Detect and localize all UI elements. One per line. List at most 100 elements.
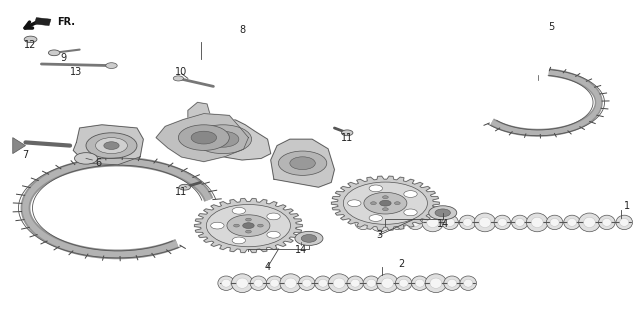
Circle shape [278,151,327,175]
Ellipse shape [463,219,472,226]
Circle shape [380,200,391,206]
Ellipse shape [250,276,267,291]
Ellipse shape [448,279,457,287]
Ellipse shape [411,219,420,226]
Ellipse shape [280,274,301,292]
Circle shape [234,224,240,227]
Ellipse shape [407,215,424,230]
Circle shape [301,235,317,242]
Circle shape [348,200,361,207]
Text: 5: 5 [548,22,554,32]
Polygon shape [73,125,143,165]
Text: 9: 9 [61,52,67,63]
Circle shape [371,202,376,205]
Circle shape [207,131,239,147]
Circle shape [404,191,417,197]
Circle shape [257,224,263,227]
Circle shape [179,184,190,190]
Circle shape [178,125,229,150]
Text: 6: 6 [96,158,102,168]
Ellipse shape [315,276,331,291]
Polygon shape [188,102,210,126]
Circle shape [364,192,407,214]
Circle shape [243,223,254,228]
Circle shape [267,231,280,238]
Text: 12: 12 [24,40,37,50]
Text: 10: 10 [175,67,188,77]
Polygon shape [34,18,51,26]
Ellipse shape [333,278,345,288]
Circle shape [211,222,224,229]
Circle shape [48,50,60,56]
Ellipse shape [531,217,543,228]
Circle shape [245,218,251,221]
Circle shape [227,215,270,236]
Polygon shape [13,138,25,154]
Circle shape [232,207,245,214]
Ellipse shape [564,215,580,230]
Ellipse shape [270,279,279,287]
Circle shape [24,36,37,43]
Ellipse shape [382,278,394,288]
Ellipse shape [376,274,398,292]
Circle shape [75,153,97,164]
Ellipse shape [390,215,406,230]
Text: 1: 1 [624,201,631,212]
Ellipse shape [459,215,476,230]
Circle shape [96,138,127,154]
Ellipse shape [460,276,476,291]
Ellipse shape [222,279,231,287]
Ellipse shape [479,217,491,228]
Polygon shape [156,114,248,162]
Ellipse shape [442,215,459,230]
Ellipse shape [550,219,559,226]
Ellipse shape [599,215,615,230]
Ellipse shape [363,276,380,291]
Ellipse shape [318,279,327,287]
Circle shape [369,185,382,192]
Circle shape [341,130,353,136]
Ellipse shape [494,215,511,230]
Text: 14: 14 [436,219,449,229]
Ellipse shape [578,213,600,232]
Circle shape [290,157,315,170]
Ellipse shape [444,276,461,291]
Circle shape [267,213,280,220]
Circle shape [194,125,252,154]
Ellipse shape [415,279,424,287]
Circle shape [106,63,117,68]
Circle shape [245,230,251,233]
Ellipse shape [412,276,428,291]
Text: 4: 4 [264,262,271,272]
Ellipse shape [583,217,596,228]
Circle shape [382,208,388,211]
Polygon shape [271,139,334,187]
Text: 8: 8 [239,25,245,36]
Polygon shape [175,120,271,160]
Ellipse shape [464,279,473,287]
Ellipse shape [399,279,408,287]
Ellipse shape [427,217,439,228]
Circle shape [382,196,388,199]
Circle shape [173,76,183,81]
Ellipse shape [218,276,234,291]
Ellipse shape [620,219,629,226]
Ellipse shape [328,274,350,292]
Ellipse shape [422,213,443,232]
Ellipse shape [512,215,528,230]
Ellipse shape [303,279,311,287]
Ellipse shape [359,219,368,226]
Ellipse shape [568,219,576,226]
Circle shape [86,133,137,158]
Circle shape [232,237,245,244]
Circle shape [191,131,217,144]
Circle shape [429,206,457,220]
Circle shape [343,182,427,224]
Ellipse shape [547,215,563,230]
Ellipse shape [347,276,364,291]
Polygon shape [331,176,440,230]
Circle shape [206,204,290,247]
Text: 2: 2 [398,259,404,269]
Text: 13: 13 [70,67,83,77]
Ellipse shape [367,279,376,287]
